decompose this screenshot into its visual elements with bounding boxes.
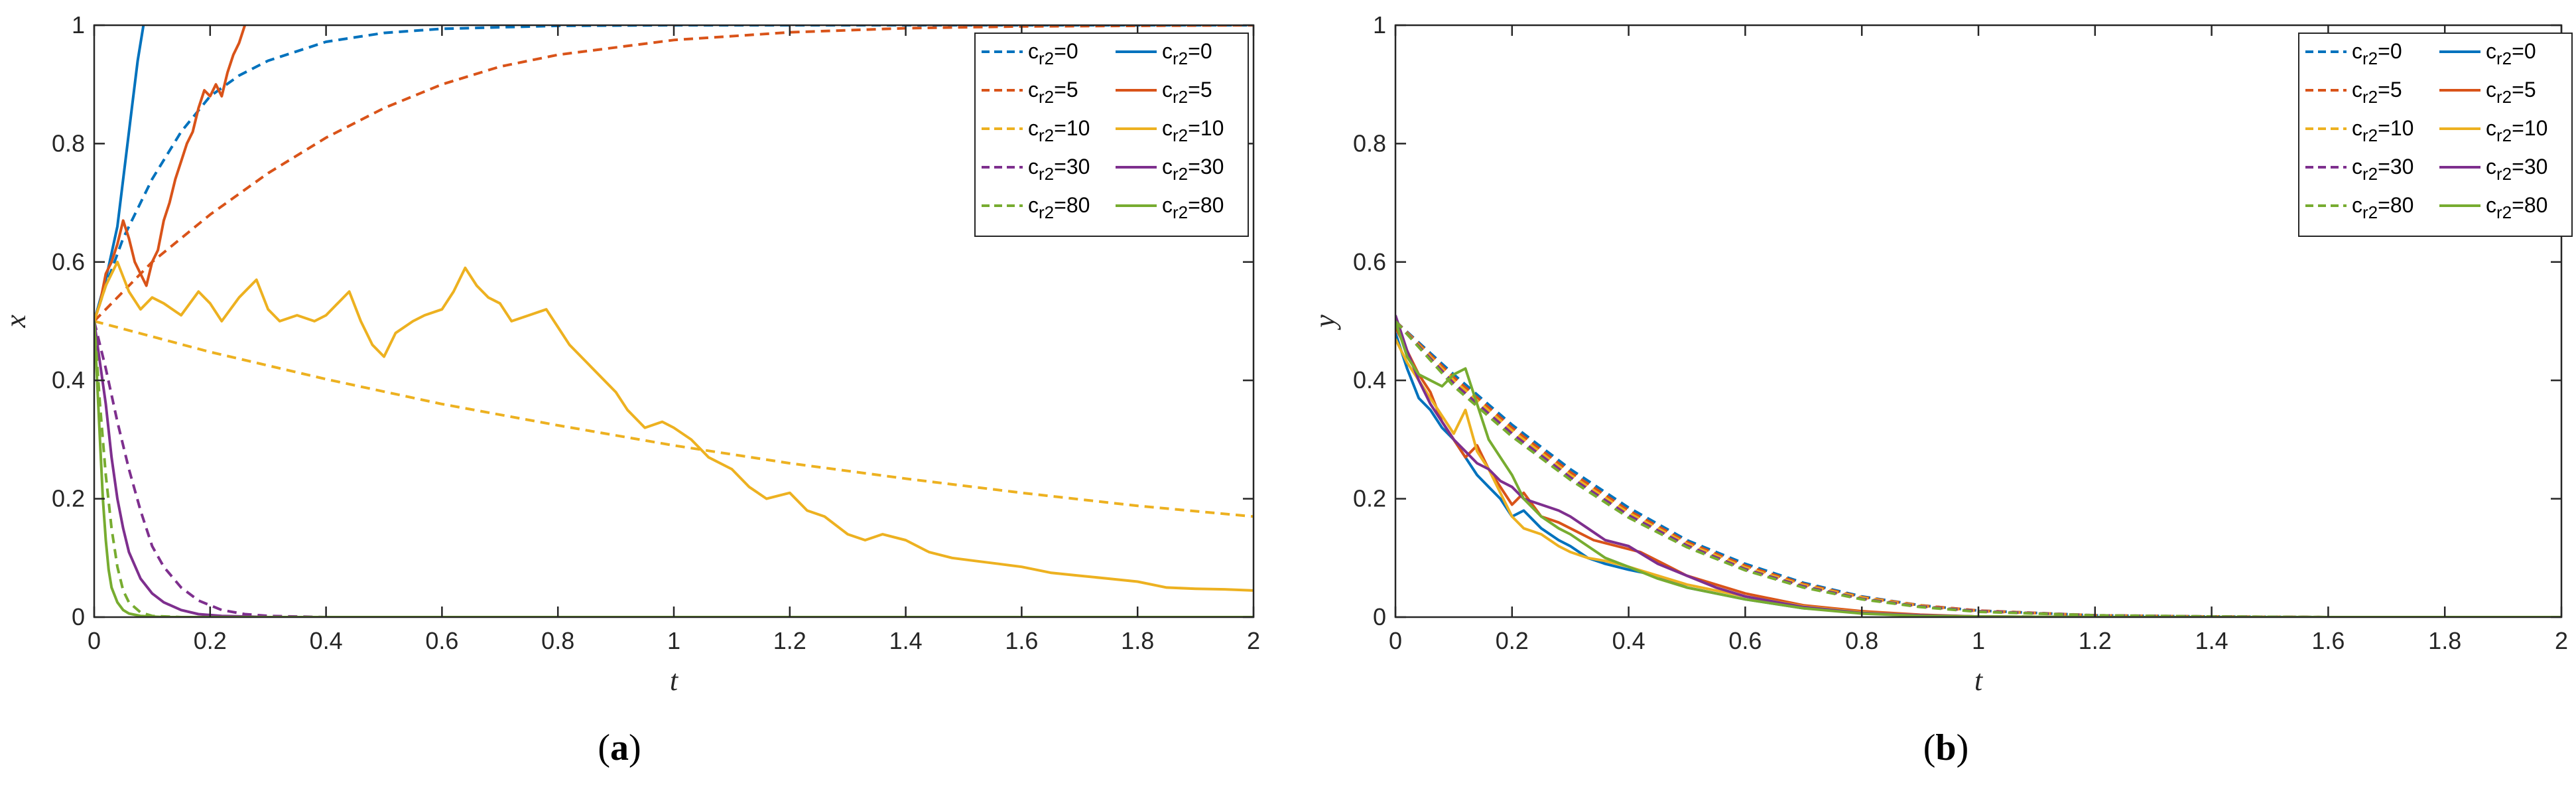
legend-label: cr2=5 <box>1028 78 1078 107</box>
legend-box <box>974 33 1249 237</box>
legend: cr2=0 cr2=0 cr2=5 cr2=5 cr2=10 cr2=10 cr2=30 cr… <box>974 33 1249 237</box>
series-line-c10-solid <box>94 260 1254 592</box>
legend-label: cr2=30 <box>1028 155 1090 184</box>
series-line-c5-solid <box>94 25 247 322</box>
legend-label: cr2=80 <box>1162 193 1224 222</box>
legend-label: cr2=30 <box>2352 155 2414 184</box>
panel-b: 0 0.2 0.4 0.6 0.8 1 1.2 1.4 1.6 1.8 2 0 0.2 0.4 0.6 0.8… <box>1309 11 2573 768</box>
legend-label: cr2=80 <box>1028 193 1090 222</box>
x-tick-label: 0 <box>1389 627 1402 654</box>
x-tick-label: 1.4 <box>2195 627 2228 654</box>
x-tick-label: 0.8 <box>1845 627 1878 654</box>
x-tick-label: 1.8 <box>2428 627 2461 654</box>
y-tick-label: 1 <box>1373 11 1386 38</box>
x-tick-label: 2 <box>2555 627 2568 654</box>
legend-label: cr2=10 <box>1028 116 1090 145</box>
x-tick-label: 1.6 <box>1005 627 1038 654</box>
legend-label: cr2=0 <box>2486 39 2536 68</box>
legend-label: cr2=0 <box>2352 39 2402 68</box>
x-tick-label: 1 <box>1972 627 1985 654</box>
y-tick-label: 0.8 <box>52 129 85 157</box>
x-tick-label: 1.2 <box>2079 627 2112 654</box>
y-tick-label: 0.6 <box>1353 248 1386 275</box>
panel-a: 0 0.2 0.4 0.6 0.8 1 1.2 1.4 1.6 1.8 2 0 0.2 0.4 0.6 0.8… <box>0 11 1260 768</box>
legend-label: cr2=80 <box>2486 193 2547 222</box>
x-axis-label: t <box>670 664 679 697</box>
x-tick-label: 1.8 <box>1121 627 1154 654</box>
x-tick-label: 0.8 <box>541 627 574 654</box>
legend: cr2=0 cr2=0 cr2=5 cr2=5 cr2=10 cr2=10 cr2=30 cr… <box>2298 33 2573 237</box>
legend-box <box>2298 33 2573 237</box>
series-line-c5-dashed <box>94 25 1254 322</box>
y-tick-label: 0.6 <box>52 248 85 275</box>
y-tick-label: 1 <box>72 11 85 38</box>
y-tick-label: 0 <box>1373 603 1386 630</box>
series-line-c80-solid <box>94 321 1254 617</box>
series-group <box>1395 315 2561 617</box>
legend-label: cr2=5 <box>2486 78 2536 107</box>
x-tick-label: 1 <box>667 627 680 654</box>
x-tick-label: 1.2 <box>773 627 806 654</box>
y-tick-label: 0.2 <box>52 485 85 512</box>
x-tick-label: 0.4 <box>1612 627 1645 654</box>
legend-label: cr2=80 <box>2352 193 2414 222</box>
legend-label: cr2=5 <box>1162 78 1212 107</box>
legend-label: cr2=30 <box>1162 155 1224 184</box>
legend-label: cr2=10 <box>2486 116 2547 145</box>
legend-label: cr2=30 <box>2486 155 2547 184</box>
y-tick-label: 0 <box>72 603 85 630</box>
panel-caption: (b) <box>1923 727 1968 768</box>
x-tick-label: 1.4 <box>889 627 923 654</box>
x-tick-label: 0.2 <box>194 627 227 654</box>
series-line-c80-solid <box>1395 321 2561 617</box>
x-tick-label: 0.2 <box>1496 627 1529 654</box>
y-tick-label: 0.8 <box>1353 129 1386 157</box>
legend-label: cr2=10 <box>1162 116 1224 145</box>
y-axis-label: x <box>0 315 32 328</box>
y-tick-label: 0.4 <box>52 366 85 394</box>
x-tick-label: 0.4 <box>310 627 343 654</box>
legend-label: cr2=0 <box>1028 39 1078 68</box>
x-tick-label: 2 <box>1247 627 1260 654</box>
x-axis-label: t <box>1974 664 1984 697</box>
x-tick-label: 0.6 <box>425 627 458 654</box>
series-line-c10-dashed <box>94 320 1254 518</box>
x-tick-label: 0 <box>88 627 101 654</box>
y-tick-label: 0.4 <box>1353 366 1386 394</box>
y-axis-label: y <box>1309 315 1341 330</box>
panel-caption: (a) <box>598 727 641 768</box>
legend-label: cr2=5 <box>2352 78 2402 107</box>
y-tick-label: 0.2 <box>1353 485 1386 512</box>
x-tick-label: 1.6 <box>2311 627 2345 654</box>
series-line-c80-dashed <box>1395 320 2561 617</box>
legend-label: cr2=10 <box>2352 116 2414 145</box>
x-tick-label: 0.6 <box>1728 627 1762 654</box>
legend-label: cr2=0 <box>1162 39 1212 68</box>
